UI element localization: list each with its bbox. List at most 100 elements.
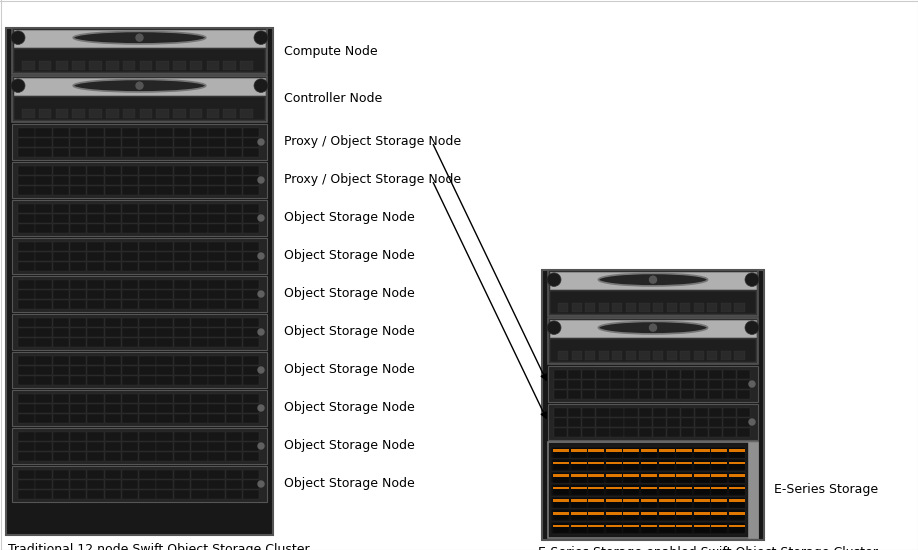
FancyBboxPatch shape bbox=[105, 376, 121, 385]
FancyBboxPatch shape bbox=[122, 262, 139, 271]
FancyBboxPatch shape bbox=[140, 442, 155, 451]
FancyBboxPatch shape bbox=[737, 370, 750, 379]
FancyBboxPatch shape bbox=[190, 61, 203, 70]
FancyBboxPatch shape bbox=[582, 428, 596, 437]
FancyBboxPatch shape bbox=[694, 462, 710, 464]
FancyBboxPatch shape bbox=[191, 480, 207, 489]
FancyBboxPatch shape bbox=[582, 408, 596, 417]
FancyBboxPatch shape bbox=[105, 242, 121, 251]
FancyBboxPatch shape bbox=[653, 303, 663, 312]
FancyBboxPatch shape bbox=[140, 404, 155, 413]
FancyBboxPatch shape bbox=[695, 380, 708, 389]
FancyBboxPatch shape bbox=[174, 404, 190, 413]
FancyBboxPatch shape bbox=[677, 523, 692, 533]
FancyBboxPatch shape bbox=[694, 512, 710, 514]
FancyBboxPatch shape bbox=[122, 318, 139, 327]
FancyBboxPatch shape bbox=[174, 166, 190, 175]
FancyBboxPatch shape bbox=[623, 460, 640, 470]
FancyBboxPatch shape bbox=[243, 432, 260, 441]
FancyBboxPatch shape bbox=[554, 390, 567, 399]
FancyBboxPatch shape bbox=[35, 186, 51, 195]
FancyBboxPatch shape bbox=[191, 328, 207, 337]
FancyBboxPatch shape bbox=[105, 214, 121, 223]
FancyBboxPatch shape bbox=[87, 442, 104, 451]
FancyBboxPatch shape bbox=[243, 414, 260, 423]
Text: Object Storage Node: Object Storage Node bbox=[284, 477, 415, 491]
FancyBboxPatch shape bbox=[52, 338, 69, 347]
FancyBboxPatch shape bbox=[641, 523, 657, 533]
Circle shape bbox=[258, 405, 264, 411]
FancyBboxPatch shape bbox=[140, 280, 155, 289]
FancyBboxPatch shape bbox=[105, 442, 121, 451]
FancyBboxPatch shape bbox=[156, 109, 169, 118]
FancyBboxPatch shape bbox=[12, 466, 267, 502]
Circle shape bbox=[258, 139, 264, 145]
FancyBboxPatch shape bbox=[681, 390, 694, 399]
FancyBboxPatch shape bbox=[550, 272, 756, 289]
FancyBboxPatch shape bbox=[653, 351, 663, 360]
FancyBboxPatch shape bbox=[653, 408, 666, 417]
FancyBboxPatch shape bbox=[243, 338, 260, 347]
FancyBboxPatch shape bbox=[694, 474, 710, 477]
FancyBboxPatch shape bbox=[694, 449, 710, 452]
FancyBboxPatch shape bbox=[122, 452, 139, 461]
FancyBboxPatch shape bbox=[35, 404, 51, 413]
FancyBboxPatch shape bbox=[243, 366, 260, 375]
FancyBboxPatch shape bbox=[156, 148, 173, 157]
FancyBboxPatch shape bbox=[191, 470, 207, 479]
FancyBboxPatch shape bbox=[729, 498, 745, 508]
FancyBboxPatch shape bbox=[623, 525, 640, 527]
FancyBboxPatch shape bbox=[597, 418, 610, 427]
FancyBboxPatch shape bbox=[243, 242, 260, 251]
FancyBboxPatch shape bbox=[695, 408, 708, 417]
FancyBboxPatch shape bbox=[681, 370, 694, 379]
FancyBboxPatch shape bbox=[174, 394, 190, 403]
FancyBboxPatch shape bbox=[553, 512, 569, 514]
FancyBboxPatch shape bbox=[677, 485, 692, 496]
FancyBboxPatch shape bbox=[208, 138, 225, 147]
FancyBboxPatch shape bbox=[105, 300, 121, 309]
FancyBboxPatch shape bbox=[571, 523, 587, 533]
FancyBboxPatch shape bbox=[140, 376, 155, 385]
FancyBboxPatch shape bbox=[597, 408, 610, 417]
FancyBboxPatch shape bbox=[191, 186, 207, 195]
FancyBboxPatch shape bbox=[729, 510, 745, 520]
FancyBboxPatch shape bbox=[226, 328, 242, 337]
FancyBboxPatch shape bbox=[658, 462, 675, 464]
FancyBboxPatch shape bbox=[737, 428, 750, 437]
FancyBboxPatch shape bbox=[87, 452, 104, 461]
FancyBboxPatch shape bbox=[243, 452, 260, 461]
FancyBboxPatch shape bbox=[695, 428, 708, 437]
FancyBboxPatch shape bbox=[711, 472, 727, 483]
FancyBboxPatch shape bbox=[87, 328, 104, 337]
FancyBboxPatch shape bbox=[191, 148, 207, 157]
FancyBboxPatch shape bbox=[18, 376, 35, 385]
FancyBboxPatch shape bbox=[87, 480, 104, 489]
FancyBboxPatch shape bbox=[658, 525, 675, 527]
FancyBboxPatch shape bbox=[140, 470, 155, 479]
FancyBboxPatch shape bbox=[140, 242, 155, 251]
FancyBboxPatch shape bbox=[35, 176, 51, 185]
FancyBboxPatch shape bbox=[588, 525, 604, 527]
FancyBboxPatch shape bbox=[624, 380, 638, 389]
Circle shape bbox=[136, 82, 143, 89]
FancyBboxPatch shape bbox=[70, 356, 86, 365]
FancyBboxPatch shape bbox=[208, 480, 225, 489]
FancyBboxPatch shape bbox=[243, 214, 260, 223]
FancyBboxPatch shape bbox=[550, 320, 756, 337]
FancyBboxPatch shape bbox=[52, 432, 69, 441]
FancyBboxPatch shape bbox=[18, 128, 35, 137]
FancyBboxPatch shape bbox=[711, 460, 727, 470]
FancyBboxPatch shape bbox=[105, 204, 121, 213]
FancyBboxPatch shape bbox=[243, 262, 260, 271]
Circle shape bbox=[258, 367, 264, 373]
FancyBboxPatch shape bbox=[226, 442, 242, 451]
FancyBboxPatch shape bbox=[122, 338, 139, 347]
FancyBboxPatch shape bbox=[677, 525, 692, 527]
FancyBboxPatch shape bbox=[226, 280, 242, 289]
FancyBboxPatch shape bbox=[223, 61, 236, 70]
FancyBboxPatch shape bbox=[226, 290, 242, 299]
FancyBboxPatch shape bbox=[12, 76, 267, 122]
FancyBboxPatch shape bbox=[174, 480, 190, 489]
FancyBboxPatch shape bbox=[123, 109, 135, 118]
